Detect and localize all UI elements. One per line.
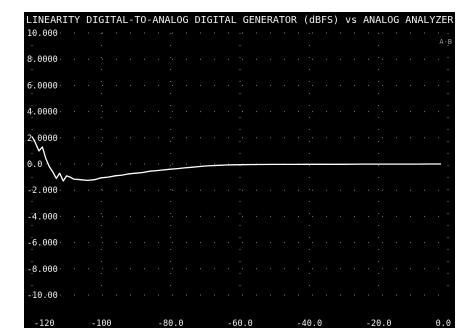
y-tick-label: 2.0000 — [27, 134, 58, 144]
chart-title: LINEARITY DIGITAL-TO-ANALOG DIGITAL GENE… — [26, 15, 455, 26]
y-tick-label: 4.0000 — [27, 108, 58, 118]
x-tick-label: -120 — [34, 319, 54, 328]
x-axis-tick-labels: -120 -100 -80.0 -60.0 -40.0 -20.0 0.0 — [34, 319, 451, 329]
y-tick-label: 6.0000 — [27, 81, 58, 91]
linearity-chart: LINEARITY DIGITAL-TO-ANALOG DIGITAL GENE… — [26, 15, 461, 329]
series-layer — [31, 136, 442, 182]
analyzer-screen: LINEARITY DIGITAL-TO-ANALOG DIGITAL GENE… — [24, 12, 461, 329]
x-tick-label: -40.0 — [297, 319, 323, 328]
x-tick-label: 0.0 — [436, 319, 451, 328]
series-line — [31, 136, 442, 182]
corner-tag: A-B — [439, 38, 452, 46]
y-tick-label: 0.0 — [27, 160, 42, 170]
y-tick-label: -10.00 — [27, 291, 58, 301]
x-tick-label: -100 — [91, 319, 111, 328]
x-tick-label: -20.0 — [366, 319, 392, 328]
y-tick-label: -8.000 — [27, 265, 58, 275]
y-tick-label: -2.000 — [27, 186, 58, 196]
y-tick-label: -4.000 — [27, 212, 58, 222]
y-tick-label: 8.0000 — [27, 55, 58, 65]
x-tick-label: -80.0 — [158, 319, 184, 328]
y-tick-label: 10.000 — [27, 29, 58, 39]
y-axis-tick-labels: 10.000 8.0000 6.0000 4.0000 2.0000 0.0 -2.000 -… — [27, 29, 58, 301]
x-tick-label: -60.0 — [227, 319, 253, 328]
y-tick-label: -6.000 — [27, 239, 58, 249]
